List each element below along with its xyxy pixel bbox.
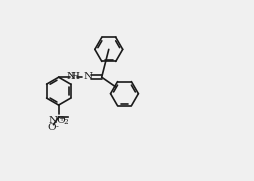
Text: N: N xyxy=(84,72,93,81)
Text: O: O xyxy=(47,123,56,132)
Text: H: H xyxy=(71,72,80,81)
Text: -: - xyxy=(55,123,58,131)
Text: +: + xyxy=(58,115,64,123)
Text: NO: NO xyxy=(49,116,66,125)
Text: N: N xyxy=(67,72,76,81)
Text: 2: 2 xyxy=(64,118,68,126)
